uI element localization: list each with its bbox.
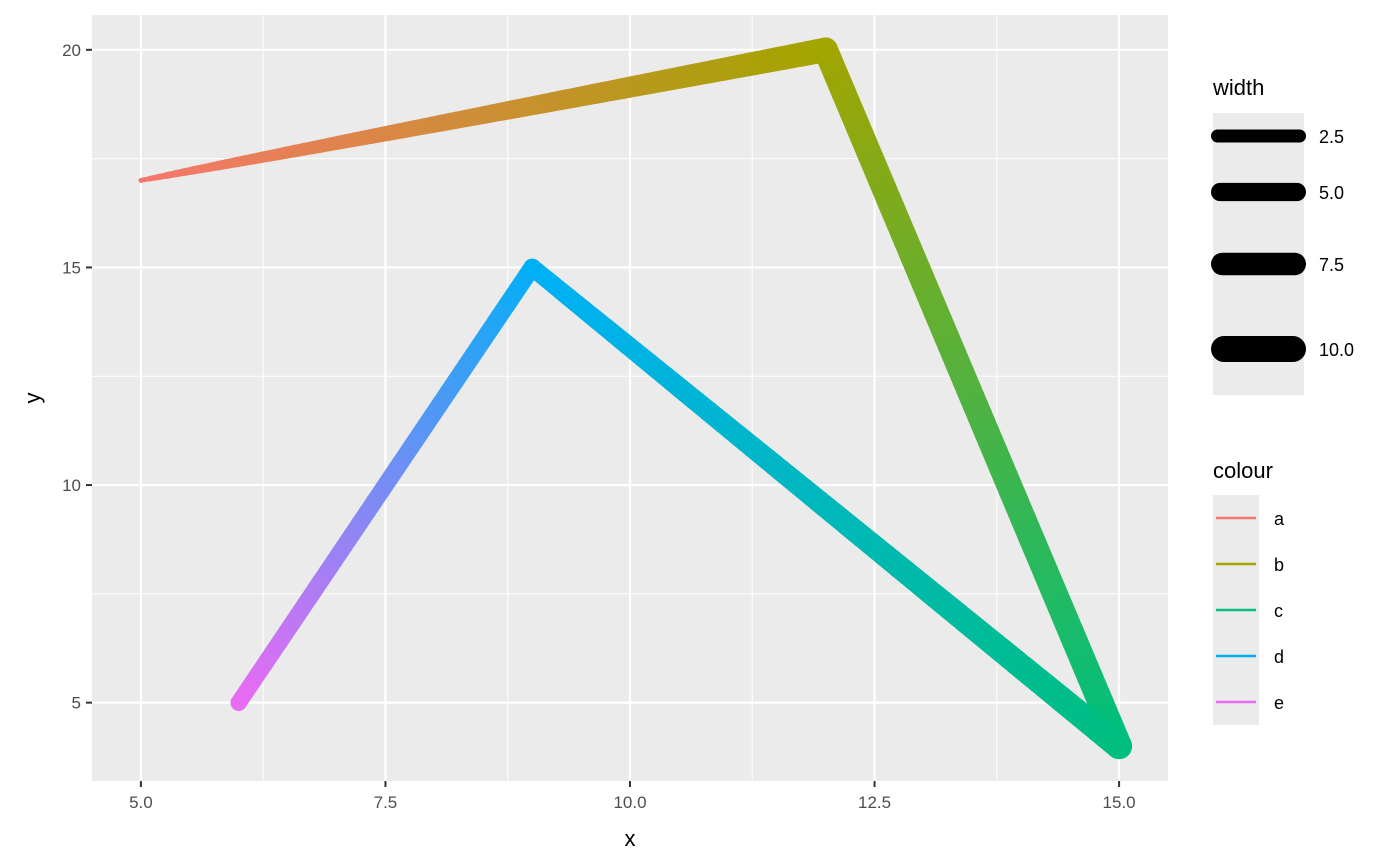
legend-width-label: 5.0 [1319, 183, 1344, 203]
legend-width-label: 10.0 [1319, 340, 1354, 360]
x-axis-title: x [625, 826, 636, 851]
y-tick-label: 20 [62, 41, 81, 60]
data-point-b [813, 37, 838, 63]
y-tick-label: 15 [62, 258, 81, 277]
grid [92, 15, 1168, 781]
x-tick-label: 7.5 [374, 793, 398, 812]
x-tick-label: 12.5 [858, 793, 891, 812]
legend-width-label: 7.5 [1319, 255, 1344, 275]
data-point-e [230, 694, 247, 711]
data-point-d [523, 258, 541, 277]
x-tick-label: 15.0 [1103, 793, 1136, 812]
y-axis-title: y [20, 393, 45, 404]
legend-colour-label: d [1274, 647, 1284, 667]
axes: 5.0 7.5 10.0 12.5 15.0 5 10 15 20 [62, 41, 1136, 812]
legend-colour: colour a b c d e [1213, 458, 1285, 725]
x-tick-label: 5.0 [129, 793, 153, 812]
legend-colour-label: e [1274, 693, 1284, 713]
y-tick-label: 5 [72, 694, 81, 713]
legend-colour-label: a [1274, 509, 1285, 529]
legend-colour-label: b [1274, 555, 1284, 575]
legend-width: width 2.5 5.0 7.5 10.0 [1210, 75, 1354, 395]
legend-colour-label: c [1274, 601, 1283, 621]
data-point-a [138, 178, 144, 183]
data-point-c [1106, 733, 1133, 760]
legend-colour-title: colour [1213, 458, 1273, 483]
y-tick-label: 10 [62, 476, 81, 495]
x-tick-label: 10.0 [613, 793, 646, 812]
series-path [138, 37, 1133, 760]
legend-width-title: width [1212, 75, 1264, 100]
legend-width-label: 2.5 [1319, 127, 1344, 147]
